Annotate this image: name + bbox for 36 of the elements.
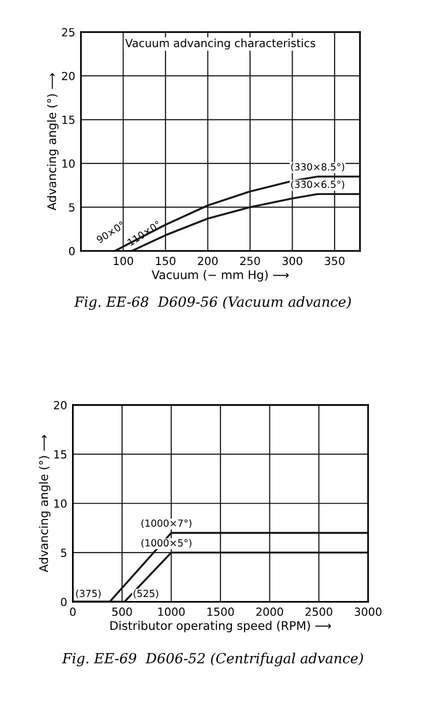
x-tick-label: 150 [156, 256, 176, 266]
x-axis-title: Distributor operating speed (RPM) ⟶ [110, 620, 331, 632]
annotation: (330×8.5°) [291, 162, 344, 172]
y-tick-label: 10 [54, 499, 67, 508]
y-tick-label: 20 [62, 72, 75, 80]
y-axis-title: Advancing angle (°) ⟶ [38, 435, 50, 572]
x-tick-label: 200 [198, 256, 218, 266]
y-tick-label: 15 [62, 116, 74, 124]
annotation: (1000×5°) [142, 539, 192, 548]
text: Vacuum advancing characteristics [125, 38, 316, 50]
annotation: (330×6.5°) [291, 180, 344, 190]
x-tick-label: 300 [282, 256, 302, 266]
x-tick-label: 350 [324, 256, 344, 266]
x-tick-label: 2500 [306, 608, 332, 616]
y-tick-label: 25 [62, 28, 74, 36]
y-tick-label: 0 [69, 246, 75, 256]
x-tick-label: 1000 [158, 608, 185, 616]
y-tick-label: 0 [60, 598, 67, 606]
y-tick-label: 15 [54, 450, 66, 459]
x-axis-title: Vacuum (− mm Hg) ⟶ [152, 270, 289, 282]
annotation: (1000×7°) [142, 519, 192, 528]
text: Fig. EE-69 D606-52 (Centrifugal advance) [62, 652, 363, 666]
y-tick-label: 5 [69, 203, 74, 212]
x-tick-label: 250 [240, 256, 260, 266]
x-tick-label: 1500 [208, 608, 234, 616]
annotation: (525) [134, 590, 158, 598]
x-tick-label: 2000 [256, 608, 284, 616]
x-tick-label: 500 [112, 608, 132, 616]
y-tick-label: 5 [61, 548, 66, 557]
x-tick-label: 3000 [354, 608, 382, 616]
y-axis-title: Advancing angle (°) ⟶ [47, 73, 58, 210]
y-tick-label: 10 [62, 159, 75, 168]
y-tick-label: 20 [54, 400, 67, 410]
text: Fig. EE-68 D609-56 (Vacuum advance) [74, 296, 351, 310]
annotation: (375) [76, 590, 101, 598]
x-tick-label: 100 [114, 256, 134, 266]
